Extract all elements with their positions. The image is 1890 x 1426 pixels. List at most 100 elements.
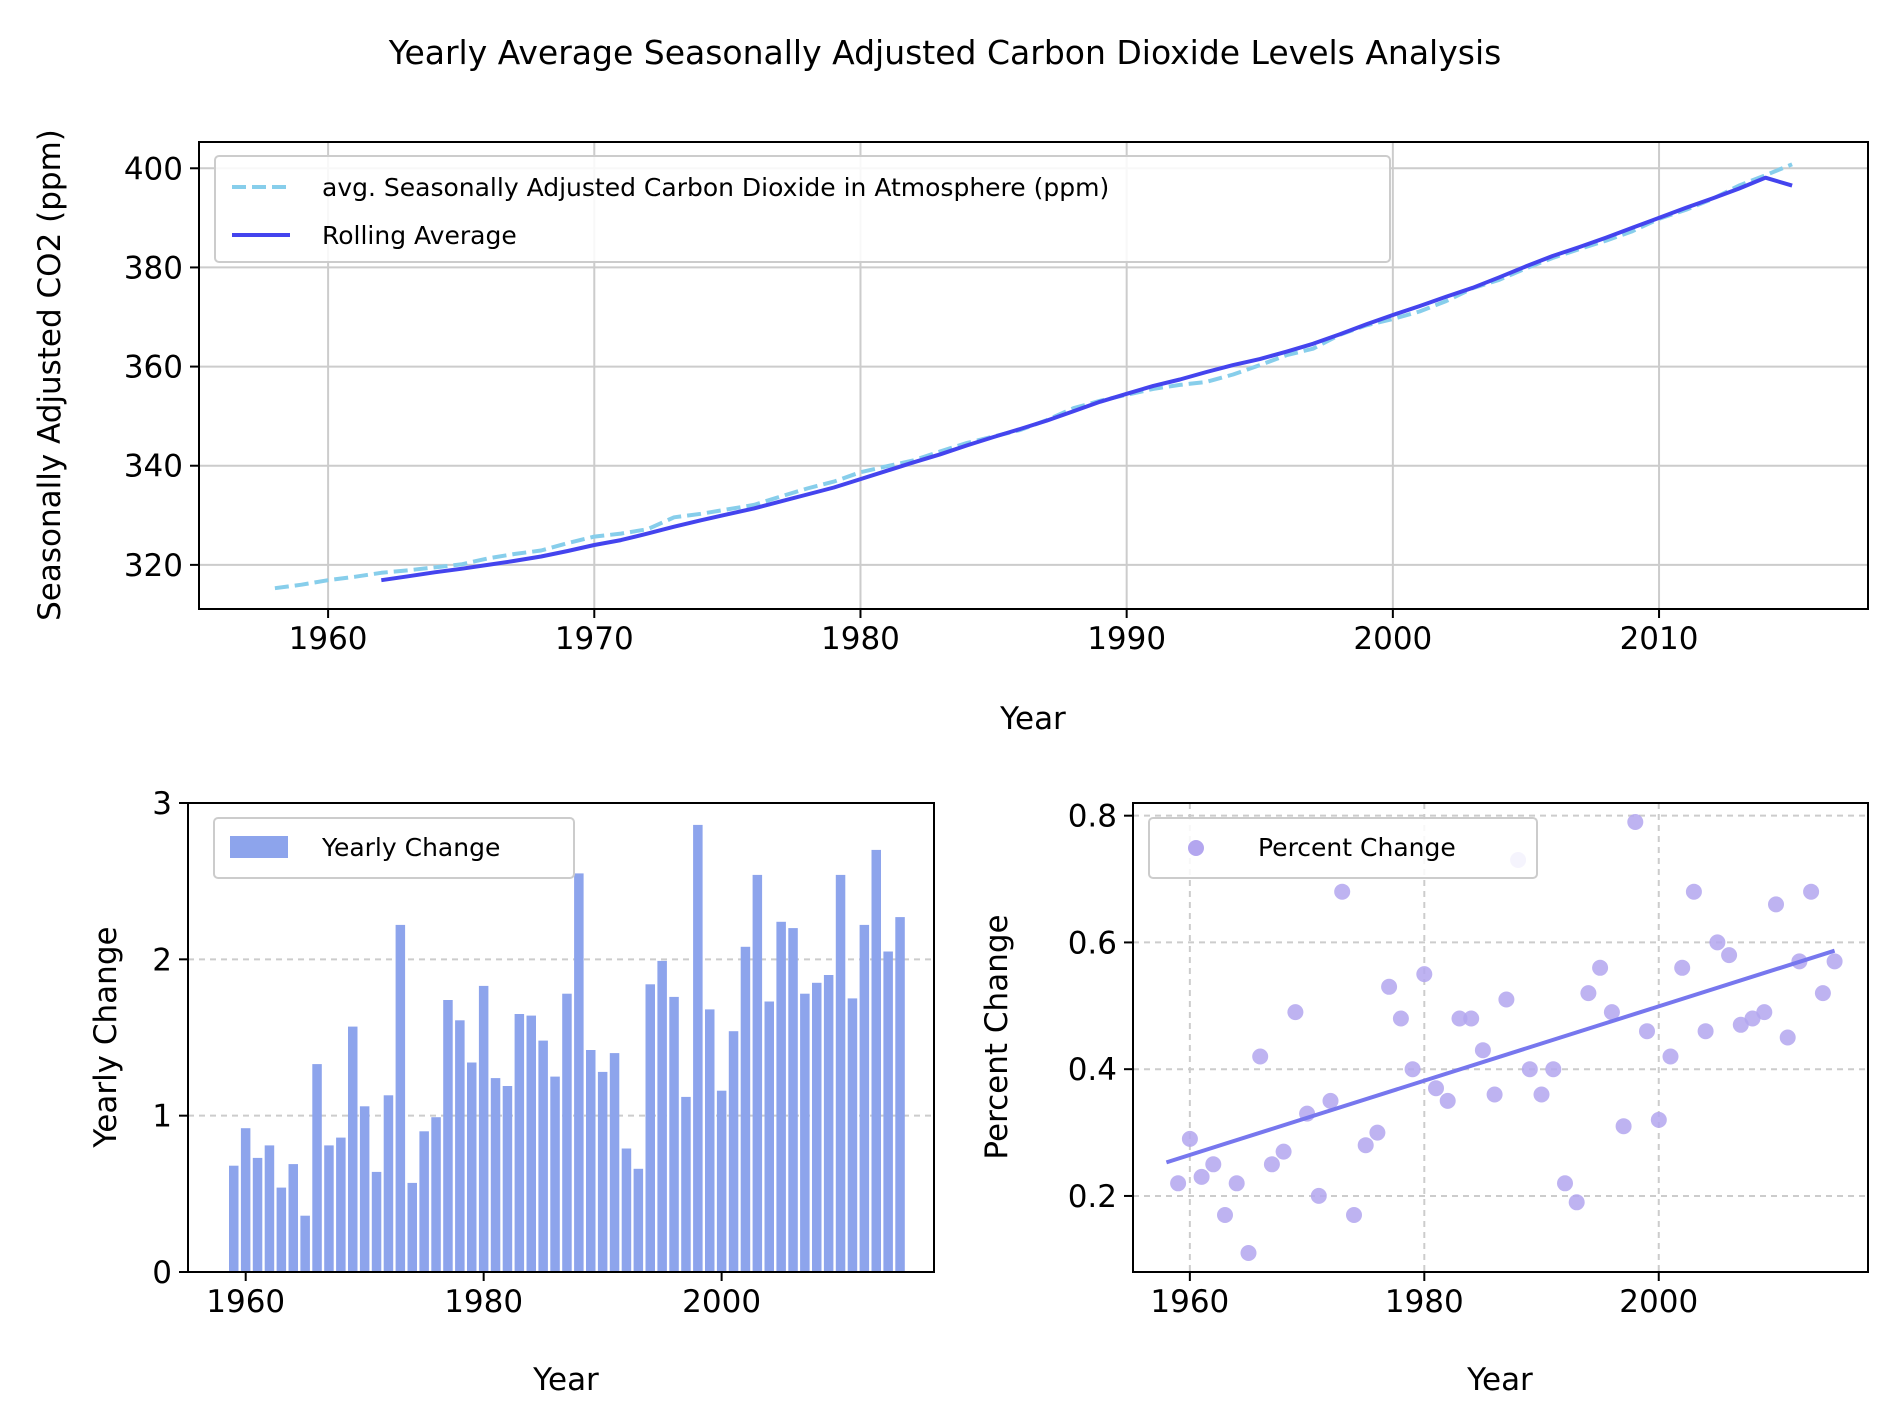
percent-change-point: [1685, 883, 1702, 900]
percent-change-point: [1381, 978, 1398, 995]
br-axes-frame: [1132, 802, 1869, 1273]
top-ytick-label: 380: [124, 250, 183, 286]
legend-scatter-swatch: [1188, 840, 1204, 856]
top-xtick-label: 2010: [1620, 621, 1699, 657]
top-axes-frame: [198, 141, 1869, 610]
yearly-change-bar: [383, 1095, 394, 1272]
yearly-change-bar: [597, 1071, 608, 1272]
percent-change-point: [1240, 1245, 1257, 1261]
yearly-change-bar: [859, 924, 870, 1272]
yearly-change-bar: [359, 1106, 370, 1272]
percent-change-point: [1369, 1124, 1386, 1141]
br-grid: [1133, 803, 1868, 1272]
yearly-change-bar: [264, 1145, 275, 1272]
percent-change-point: [1674, 959, 1691, 976]
percent-change-point: [1814, 985, 1831, 1002]
yearly-change-bar: [776, 921, 786, 1272]
yearly-change-bar: [657, 960, 667, 1272]
top-ytick-label: 360: [124, 350, 183, 386]
top-xtick-label: 1990: [1087, 621, 1166, 657]
percent-change-point: [1346, 1207, 1362, 1223]
bl-ticks: 1960 1980 2000 0 1 2 3: [152, 786, 761, 1320]
bl-axes-frame: [187, 802, 935, 1273]
percent-change-point: [1275, 1143, 1292, 1160]
percent-change-point: [1439, 1092, 1456, 1109]
yearly-change-bar: [871, 849, 881, 1272]
percent-change-point: [1521, 1061, 1538, 1078]
legend-avg-label: avg. Seasonally Adjusted Carbon Dioxide …: [322, 173, 1109, 202]
percent-change-point: [1592, 959, 1609, 976]
yearly-change-bar: [419, 1131, 429, 1272]
percent-change-point: [1404, 1061, 1421, 1078]
top-xtick-label: 1970: [555, 621, 634, 657]
br-ylabel: Percent Change: [979, 914, 1015, 1159]
percent-change-point: [1205, 1156, 1222, 1173]
br-legend-box: [1148, 817, 1538, 879]
yearly-change-bar: [800, 993, 810, 1272]
top-ytick-label: 320: [124, 548, 183, 584]
top-xtick-label: 1960: [289, 621, 368, 657]
percent-change-point: [1803, 883, 1820, 900]
percent-change-point: [1545, 1061, 1562, 1078]
bl-bars: [229, 824, 905, 1272]
yearly-change-bar: [502, 1086, 513, 1272]
yearly-change-bar: [740, 946, 751, 1272]
yearly-change-bar: [395, 924, 406, 1272]
percent-change-point: [1287, 1004, 1304, 1021]
yearly-change-bar: [431, 1117, 441, 1272]
br-xtick-label: 1960: [1150, 1284, 1229, 1320]
figure-title: Yearly Average Seasonally Adjusted Carbo…: [388, 33, 1502, 72]
yearly-change-bar-chart: 1960 1980 2000 0 1 2 3 Yearly Change Year Year…: [88, 786, 935, 1398]
percent-change-point: [1662, 1048, 1679, 1065]
percent-change-point: [1779, 1029, 1796, 1046]
percent-change-point: [1463, 1010, 1480, 1027]
yearly-change-bar: [455, 1020, 465, 1272]
yearly-change-bar: [229, 1165, 239, 1272]
br-ticks: 1960 1980 2000 0.2 0.4 0.6 0.8: [1068, 799, 1699, 1320]
percent-change-point: [1486, 1086, 1503, 1103]
yearly-change-bar: [764, 1001, 774, 1272]
percent-change-point: [1228, 1175, 1245, 1192]
percent-change-point: [1744, 1010, 1761, 1027]
yearly-change-bar: [371, 1171, 382, 1272]
yearly-change-bar: [562, 993, 572, 1272]
yearly-change-bar: [586, 1050, 596, 1272]
percent-change-point: [1557, 1175, 1573, 1192]
bl-ytick-label: 2: [152, 942, 172, 978]
percent-change-point: [1639, 1023, 1655, 1040]
percent-change-point: [1732, 1016, 1749, 1033]
yearly-change-bar: [324, 1145, 334, 1272]
br-ytick-label: 0.4: [1068, 1052, 1117, 1088]
yearly-change-bar: [609, 1053, 620, 1272]
percent-change-point: [1615, 1118, 1632, 1135]
yearly-change-bar: [526, 1015, 536, 1272]
top-ytick-label: 400: [124, 151, 183, 187]
percent-change-point: [1263, 1156, 1280, 1173]
top-xtick-label: 2000: [1353, 621, 1432, 657]
percent-change-point: [1826, 953, 1843, 970]
br-xtick-label: 2000: [1619, 1284, 1698, 1320]
yearly-change-bar: [443, 1000, 453, 1272]
percent-change-point: [1416, 966, 1433, 983]
yearly-change-bar: [705, 1009, 715, 1272]
yearly-change-bar: [621, 1148, 632, 1272]
bl-legend: Yearly Change: [213, 817, 575, 879]
yearly-change-bar: [835, 874, 846, 1272]
legend-bar-label: Yearly Change: [321, 833, 500, 862]
yearly-change-bar: [467, 1062, 477, 1272]
yearly-change-bar: [312, 1064, 322, 1272]
percent-change-point: [1709, 934, 1726, 951]
percent-change-point: [1217, 1207, 1233, 1223]
bl-ytick-label: 1: [152, 1099, 172, 1135]
percent-change-point: [1193, 1168, 1210, 1185]
percent-change-point: [1392, 1010, 1409, 1027]
yearly-change-bar: [716, 1090, 727, 1272]
percent-change-point: [1310, 1187, 1327, 1204]
percent-change-point: [1650, 1111, 1667, 1128]
co2-line-chart: 1960 1970 1980 1990 2000 2010320340360380400 …: [32, 129, 1869, 737]
br-xtick-label: 1980: [1385, 1284, 1464, 1320]
bl-ytick-label: 0: [152, 1255, 172, 1291]
bl-xtick-label: 1980: [444, 1284, 523, 1320]
top-legend-box: [214, 155, 1391, 263]
